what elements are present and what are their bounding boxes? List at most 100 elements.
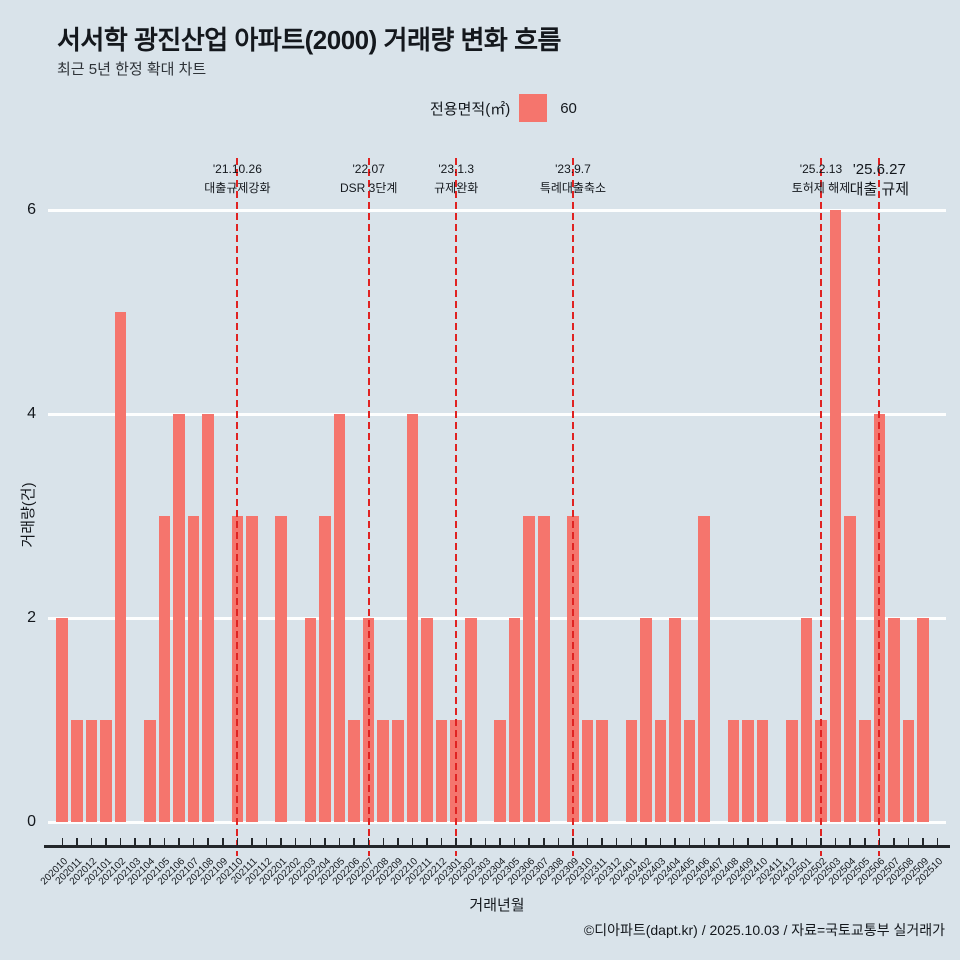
annotation-date-202207: '22.07: [352, 162, 385, 176]
bar-202311: [596, 720, 608, 822]
bar-202305: [508, 618, 521, 822]
bar-202412: [786, 720, 798, 822]
annotation-date-202301: '23.1.3: [438, 162, 475, 176]
x-tick-202508: [907, 838, 910, 846]
x-tick-202410: [761, 838, 764, 846]
x-tick-202011: [76, 838, 78, 846]
x-tick-202308: [557, 838, 560, 846]
x-tick-202106: [178, 838, 180, 846]
gridline-2: [48, 616, 946, 620]
gridline-6: [48, 208, 946, 212]
x-tick-202305: [513, 838, 516, 846]
bar-202111: [246, 516, 258, 822]
bar-202208: [377, 720, 390, 822]
bar-202507: [888, 618, 900, 822]
x-tick-202509: [922, 838, 924, 846]
x-tick-202204: [324, 838, 326, 846]
bar-202410: [756, 720, 769, 822]
annotation-202207: '22.07 DSR 3단계: [340, 160, 397, 198]
annotation-202506: '25.6.27 대출 규제: [850, 160, 909, 201]
bar-202209: [392, 720, 404, 822]
bar-202106: [173, 414, 185, 822]
x-tick-202510: [936, 838, 939, 846]
bar-202302: [465, 618, 477, 822]
x-axis-line: [44, 845, 950, 848]
bar-202406: [698, 516, 711, 822]
bar-202201: [275, 516, 287, 822]
chart-subtitle: 최근 5년 한정 확대 차트: [57, 61, 207, 78]
annotation-202502: '25.2.13 토허제 해제: [792, 160, 851, 198]
x-tick-202301: [455, 838, 457, 846]
x-tick-202203: [309, 838, 312, 846]
x-tick-202108: [207, 838, 209, 846]
bar-202504: [844, 516, 856, 822]
gridline-4: [48, 412, 946, 416]
annotation-label-202110: 대출규제강화: [204, 181, 271, 196]
x-tick-202103: [134, 838, 136, 846]
x-tick-202206: [353, 838, 355, 846]
bar-202501: [800, 618, 813, 822]
bar-202408: [727, 720, 740, 822]
x-tick-202105: [163, 838, 166, 846]
event-line-202110: [236, 158, 239, 856]
x-tick-202303: [484, 838, 487, 846]
x-tick-202310: [586, 838, 589, 846]
bar-202403: [654, 720, 667, 822]
bar-202212: [435, 720, 448, 822]
event-line-202301: [455, 158, 458, 856]
x-tick-202405: [688, 838, 691, 846]
bar-202205: [333, 414, 346, 822]
bar-202405: [683, 720, 696, 822]
annotation-label-202506: 대출 규제: [849, 181, 910, 199]
x-tick-202504: [849, 838, 851, 846]
event-line-202207: [367, 158, 370, 856]
x-tick-202507: [893, 838, 895, 846]
x-tick-202211: [426, 838, 428, 846]
x-tick-202208: [382, 838, 385, 846]
annotation-202309: '23.9.7 특례대출축소: [540, 160, 606, 198]
bar-202210: [406, 414, 419, 822]
x-tick-202104: [149, 838, 151, 846]
event-line-202309: [571, 158, 574, 856]
x-tick-202307: [543, 838, 545, 846]
bar-202409: [742, 720, 754, 822]
x-tick-202010: [61, 838, 64, 846]
x-tick-202112: [265, 838, 268, 846]
y-tick-label-2: 2: [27, 609, 36, 626]
x-tick-202111: [251, 838, 253, 846]
x-tick-202311: [601, 838, 603, 846]
x-tick-202109: [222, 838, 224, 846]
x-tick-202207: [367, 838, 370, 846]
bar-202105: [158, 516, 171, 822]
x-tick-202304: [499, 838, 501, 846]
bar-202304: [494, 720, 506, 822]
bar-202307: [537, 516, 550, 822]
annotation-label-202309: 특례대출축소: [539, 181, 607, 196]
x-tick-202101: [105, 838, 107, 846]
bar-202508: [902, 720, 915, 822]
x-tick-202209: [397, 838, 399, 846]
x-axis-title: 거래년월: [469, 897, 525, 914]
chart-title: 서서학 광진산업 아파트(2000) 거래량 변화 흐름: [57, 25, 561, 55]
bar-202204: [319, 516, 331, 822]
bar-202102: [114, 312, 127, 822]
bar-202012: [85, 720, 98, 822]
bar-202401: [625, 720, 638, 822]
annotation-202110: '21.10.26 대출규제강화: [204, 160, 270, 198]
legend-swatch: [519, 94, 548, 122]
legend-label: 전용면적(㎡): [430, 100, 511, 118]
x-tick-202408: [732, 838, 735, 846]
x-tick-202401: [630, 838, 633, 846]
bar-202211: [421, 618, 433, 822]
bar-202010: [56, 618, 69, 822]
legend: 전용면적(㎡) 60: [430, 94, 577, 122]
x-tick-202501: [805, 838, 808, 846]
annotation-label-202207: DSR 3단계: [339, 181, 398, 196]
x-tick-202404: [674, 838, 676, 846]
bar-202101: [100, 720, 112, 822]
x-tick-202202: [294, 838, 297, 846]
legend-value: 60: [560, 99, 577, 117]
bar-202402: [640, 618, 652, 822]
x-tick-202102: [119, 838, 122, 846]
bar-202310: [581, 720, 594, 822]
